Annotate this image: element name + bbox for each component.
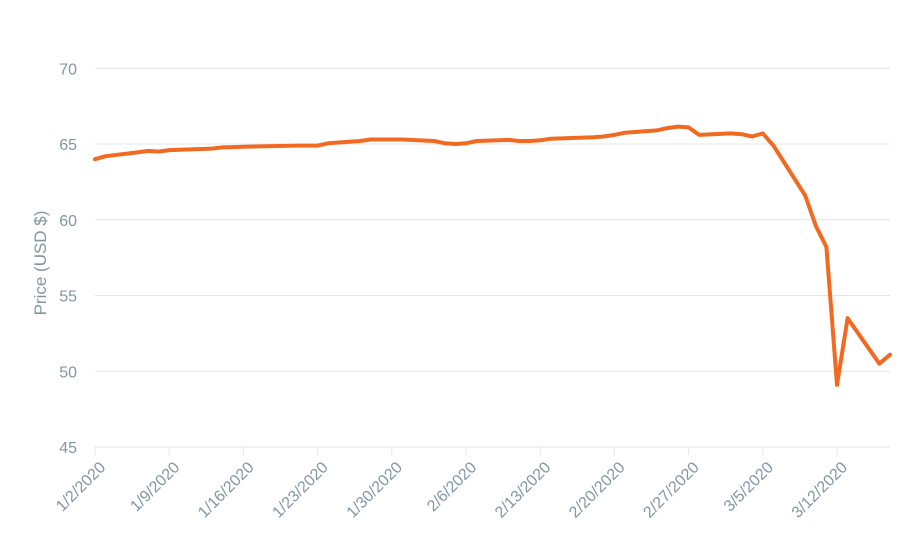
y-tick-label: 55: [59, 289, 77, 306]
gridlines: [95, 67, 890, 448]
x-tick-label: 1/23/2020: [269, 459, 331, 521]
x-tick-label: 3/5/2020: [721, 459, 777, 515]
series-layer: [93, 124, 892, 387]
y-tick-label: 65: [59, 137, 77, 154]
x-tick-label: 2/27/2020: [640, 459, 702, 521]
x-tick-label: 1/16/2020: [195, 459, 257, 521]
y-tick-label: 45: [59, 440, 77, 457]
x-tick-label: 1/9/2020: [127, 459, 183, 515]
x-tick-label: 1/30/2020: [344, 459, 406, 521]
x-tick-label: 2/6/2020: [424, 459, 480, 515]
y-axis-ticks: 45 50 55 60 65 70: [59, 61, 77, 457]
x-axis-ticks: 1/2/2020 1/9/2020 1/16/2020 1/23/2020 1/30/2…: [53, 447, 851, 522]
x-tick-label: 3/12/2020: [789, 459, 851, 521]
y-tick-label: 50: [59, 364, 77, 381]
x-tick-label: 2/13/2020: [492, 459, 554, 521]
series-line-0: [93, 124, 892, 387]
y-tick-label: 60: [59, 213, 77, 230]
x-tick-label: 2/20/2020: [566, 459, 628, 521]
y-axis-title: Price (USD $): [31, 211, 50, 316]
y-tick-label: 70: [59, 61, 77, 78]
x-tick-label: 1/2/2020: [53, 459, 109, 515]
